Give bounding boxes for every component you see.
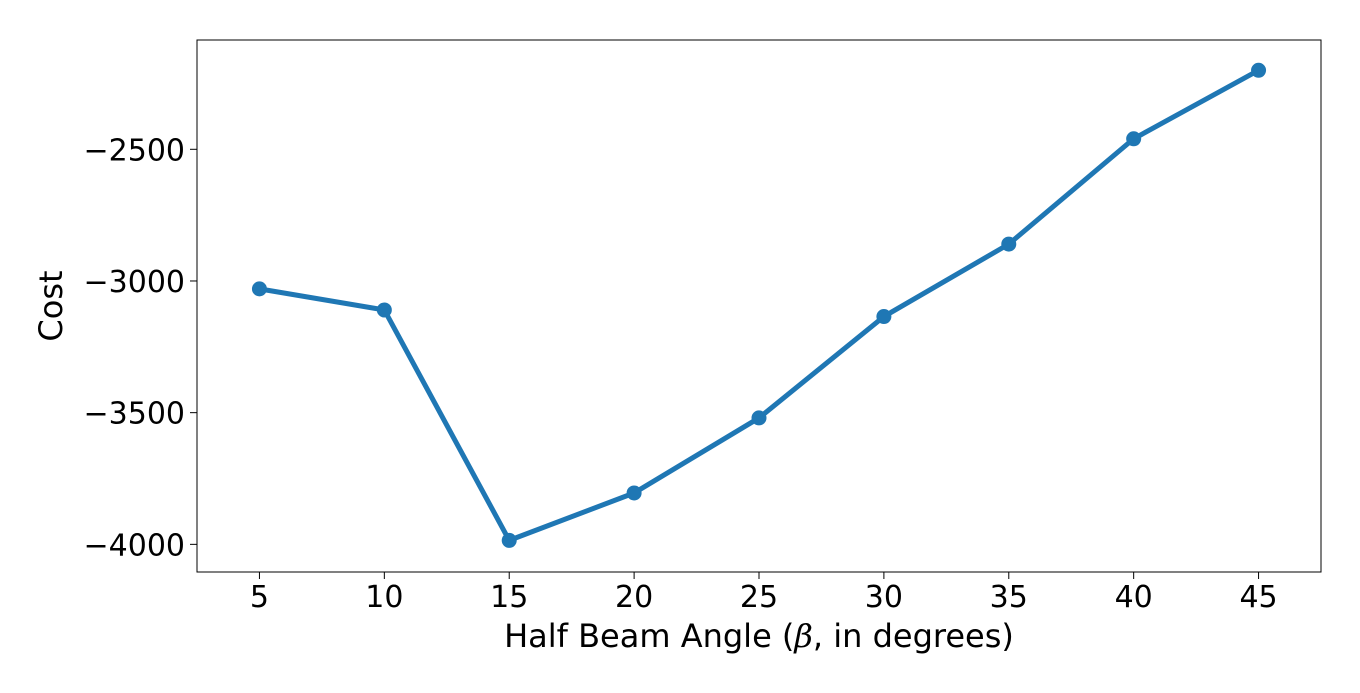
data-point — [751, 410, 767, 426]
x-axis-label-prefix: Half Beam Angle ( — [504, 617, 794, 655]
x-tick-label: 45 — [1239, 580, 1277, 615]
data-point — [376, 302, 392, 318]
x-axis-label-symbol: β — [793, 617, 813, 655]
y-tick-label: −3500 — [84, 397, 185, 432]
y-axis-label: Cost — [32, 270, 70, 341]
data-point — [876, 309, 892, 325]
data-point — [626, 485, 642, 501]
y-tick-label: −2500 — [84, 133, 185, 168]
x-tick-label: 40 — [1115, 580, 1153, 615]
x-tick-label: 25 — [740, 580, 778, 615]
x-axis-label: Half Beam Angle (β, in degrees) — [504, 617, 1014, 655]
data-point — [251, 281, 267, 297]
y-axis-ticks: −4000 −3500 −3000 −2500 — [84, 133, 197, 563]
data-point — [501, 532, 517, 548]
x-tick-label: 30 — [865, 580, 903, 615]
data-point — [1251, 62, 1267, 78]
x-tick-label: 10 — [365, 580, 403, 615]
x-axis-ticks: 5 10 15 20 25 30 35 40 45 — [250, 572, 1278, 615]
y-tick-label: −4000 — [84, 528, 185, 563]
data-point — [1126, 131, 1142, 147]
x-tick-label: 20 — [615, 580, 653, 615]
y-tick-label: −3000 — [84, 265, 185, 300]
x-tick-label: 35 — [990, 580, 1028, 615]
x-axis-label-suffix: , in degrees) — [813, 617, 1014, 655]
plot-layer — [251, 62, 1267, 548]
x-tick-label: 15 — [490, 580, 528, 615]
x-tick-label: 5 — [250, 580, 269, 615]
data-point — [1001, 236, 1017, 252]
